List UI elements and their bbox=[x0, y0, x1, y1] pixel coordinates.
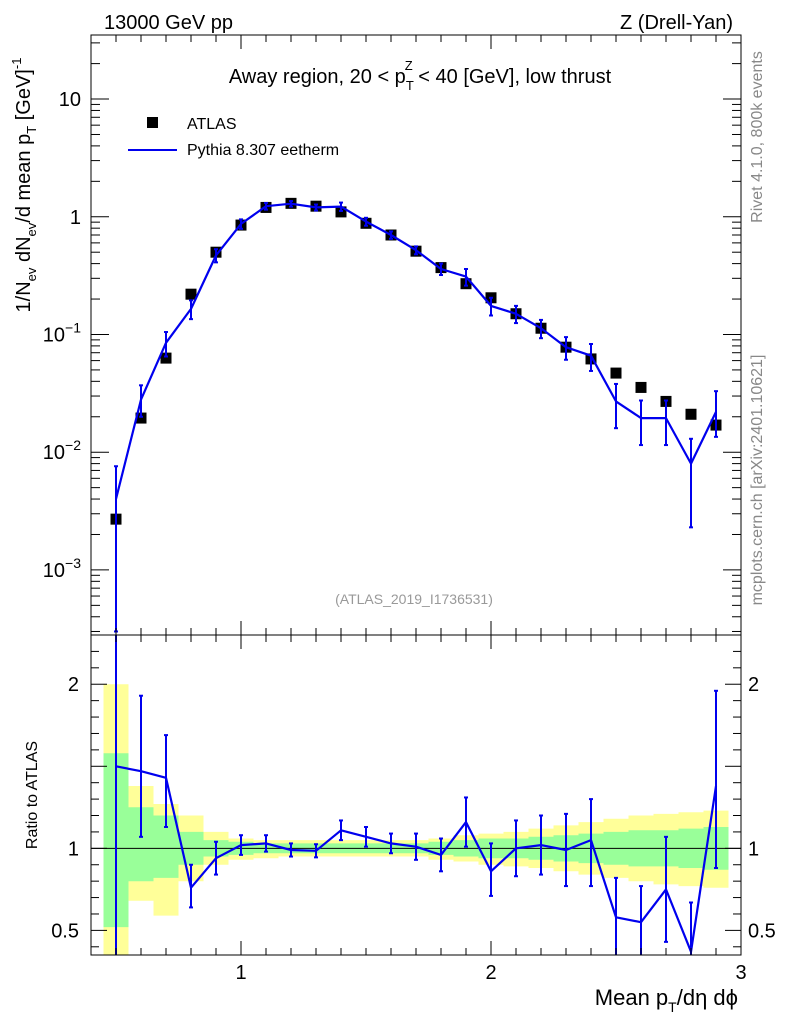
ratio-y-tick-label-right: 0.5 bbox=[748, 920, 776, 942]
header-left: 13000 GeV pp bbox=[104, 12, 233, 34]
data-point-atlas bbox=[635, 381, 647, 393]
ratio-axes: 1 2 3 2 2 1 1 0.5 0.5 bbox=[51, 634, 776, 984]
ratio-y-tick-label-left: 0.5 bbox=[51, 920, 79, 942]
main-y-tick-label: 10 bbox=[59, 89, 81, 111]
plot-title: Away region, 20 < pTZ < 40 [GeV], low th… bbox=[229, 58, 612, 93]
x-tick-label: 2 bbox=[485, 962, 496, 984]
ratio-panel: 1 2 3 2 2 1 1 0.5 0.5 Ratio to ATLAS Mean pT/dη … bbox=[24, 634, 776, 1015]
x-tick-label: 3 bbox=[735, 962, 746, 984]
analysis-id: (ATLAS_2019_I1736531) bbox=[335, 591, 493, 607]
legend: ATLAS Pythia 8.307 eetherm bbox=[128, 116, 339, 159]
ratio-y-tick-label-right: 1 bbox=[748, 838, 759, 860]
header-right: Z (Drell-Yan) bbox=[620, 12, 733, 34]
main-ylabel: 1/Nev dNev/d mean pT [GeV]-1 bbox=[9, 58, 39, 313]
data-point-atlas bbox=[160, 352, 172, 364]
data-point-atlas bbox=[610, 367, 622, 379]
legend-label-atlas: ATLAS bbox=[187, 116, 237, 133]
main-panel: 10 1 10−1 10−2 10−3 Away region, 20 < pTZ < … bbox=[9, 34, 742, 636]
mc-series-line bbox=[114, 202, 717, 500]
uncertainty-band-2sigma bbox=[103, 684, 729, 955]
main-y-tick-label: 10−2 bbox=[43, 437, 81, 464]
main-y-tick-label: 1 bbox=[70, 207, 81, 229]
main-y-tick-label: 10−3 bbox=[43, 555, 81, 582]
ratio-series-line bbox=[115, 765, 718, 953]
mcplots-label: mcplots.cern.ch [arXiv:2401.10621] bbox=[749, 355, 766, 606]
data-point-atlas bbox=[685, 408, 697, 420]
rivet-label: Rivet 4.1.0, 800k events bbox=[749, 51, 766, 223]
ratio-data-layer bbox=[91, 635, 741, 955]
data-point-atlas bbox=[185, 288, 197, 300]
data-point-atlas bbox=[135, 412, 147, 424]
main-data-layer bbox=[110, 197, 722, 633]
legend-label-pythia: Pythia 8.307 eetherm bbox=[187, 142, 339, 159]
ratio-y-tick-label-left: 1 bbox=[68, 838, 79, 860]
ratio-y-tick-label-right: 2 bbox=[748, 674, 759, 696]
uncertainty-band-1sigma bbox=[103, 753, 729, 928]
ratio-ylabel: Ratio to ATLAS bbox=[24, 741, 41, 849]
ratio-frame bbox=[90, 634, 742, 956]
x-tick-label: 1 bbox=[235, 962, 246, 984]
x-axis-label: Mean pT/dη dϕ bbox=[595, 985, 738, 1015]
ratio-y-tick-label-left: 2 bbox=[68, 674, 79, 696]
main-y-tick-label: 10−1 bbox=[43, 319, 81, 346]
legend-marker-atlas bbox=[147, 117, 158, 128]
main-axes: 10 1 10−1 10−2 10−3 bbox=[43, 35, 742, 635]
